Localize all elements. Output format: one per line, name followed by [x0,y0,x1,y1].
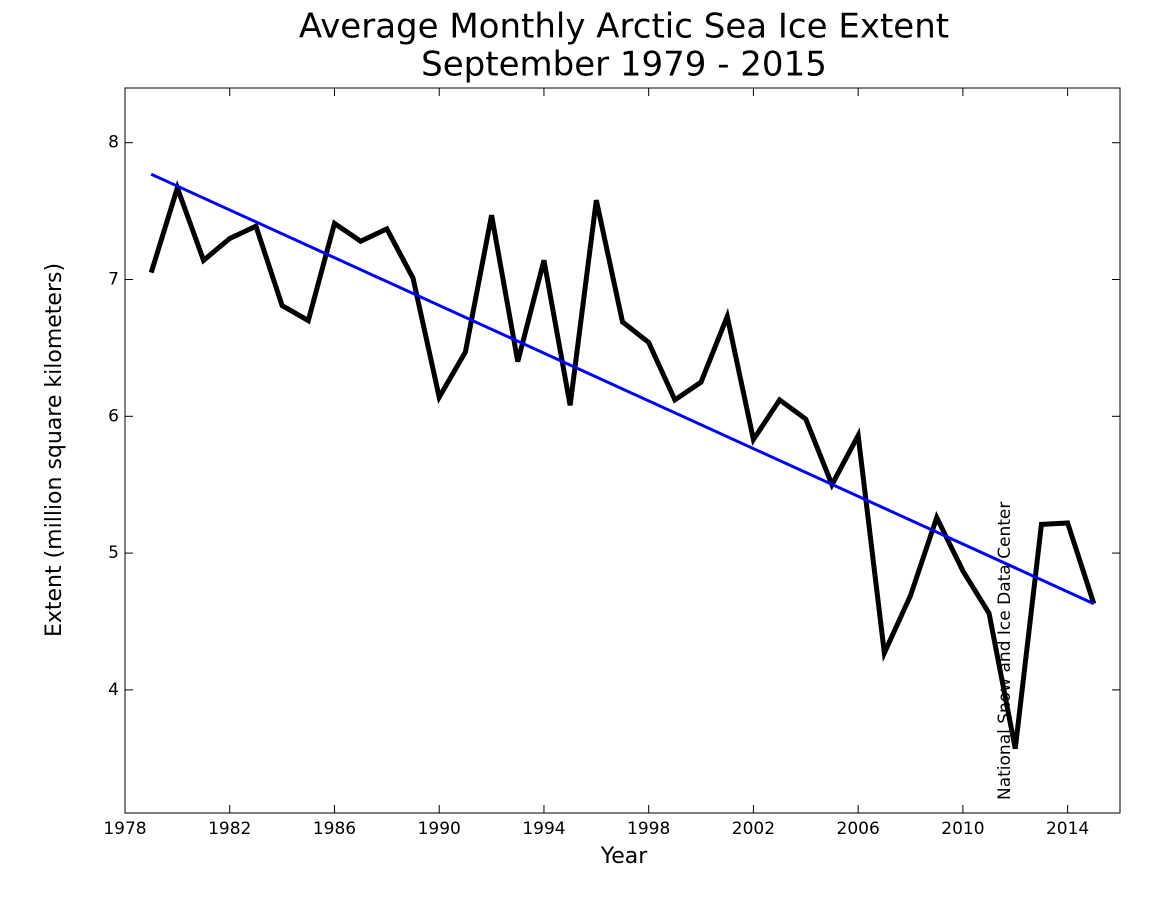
y-tick-label: 4 [108,680,119,700]
x-tick-label: 2006 [837,819,880,839]
x-tick-label: 1986 [313,819,356,839]
x-tick-label: 1998 [627,819,670,839]
y-tick-label: 6 [108,406,119,426]
x-tick-label: 1994 [522,819,565,839]
x-tick-label: 2014 [1046,819,1089,839]
x-tick-label: 2002 [732,819,775,839]
y-tick-label: 8 [108,133,119,153]
x-tick-label: 1990 [418,819,461,839]
chart-subtitle: September 1979 - 2015 [421,45,827,85]
y-tick-label: 7 [108,270,119,290]
plot-frame [124,87,1121,814]
x-tick-label: 1982 [208,819,251,839]
trend-line [150,172,1095,606]
x-tick-label: 1978 [103,819,146,839]
x-tick-label: 2010 [941,819,984,839]
chart-title: Average Monthly Arctic Sea Ice Extent [299,7,949,47]
x-axis-label: Year [600,844,649,869]
y-axis-label: Extent (million square kilometers) [42,263,67,637]
y-tick-label: 5 [108,543,119,563]
data-line [148,179,1097,750]
